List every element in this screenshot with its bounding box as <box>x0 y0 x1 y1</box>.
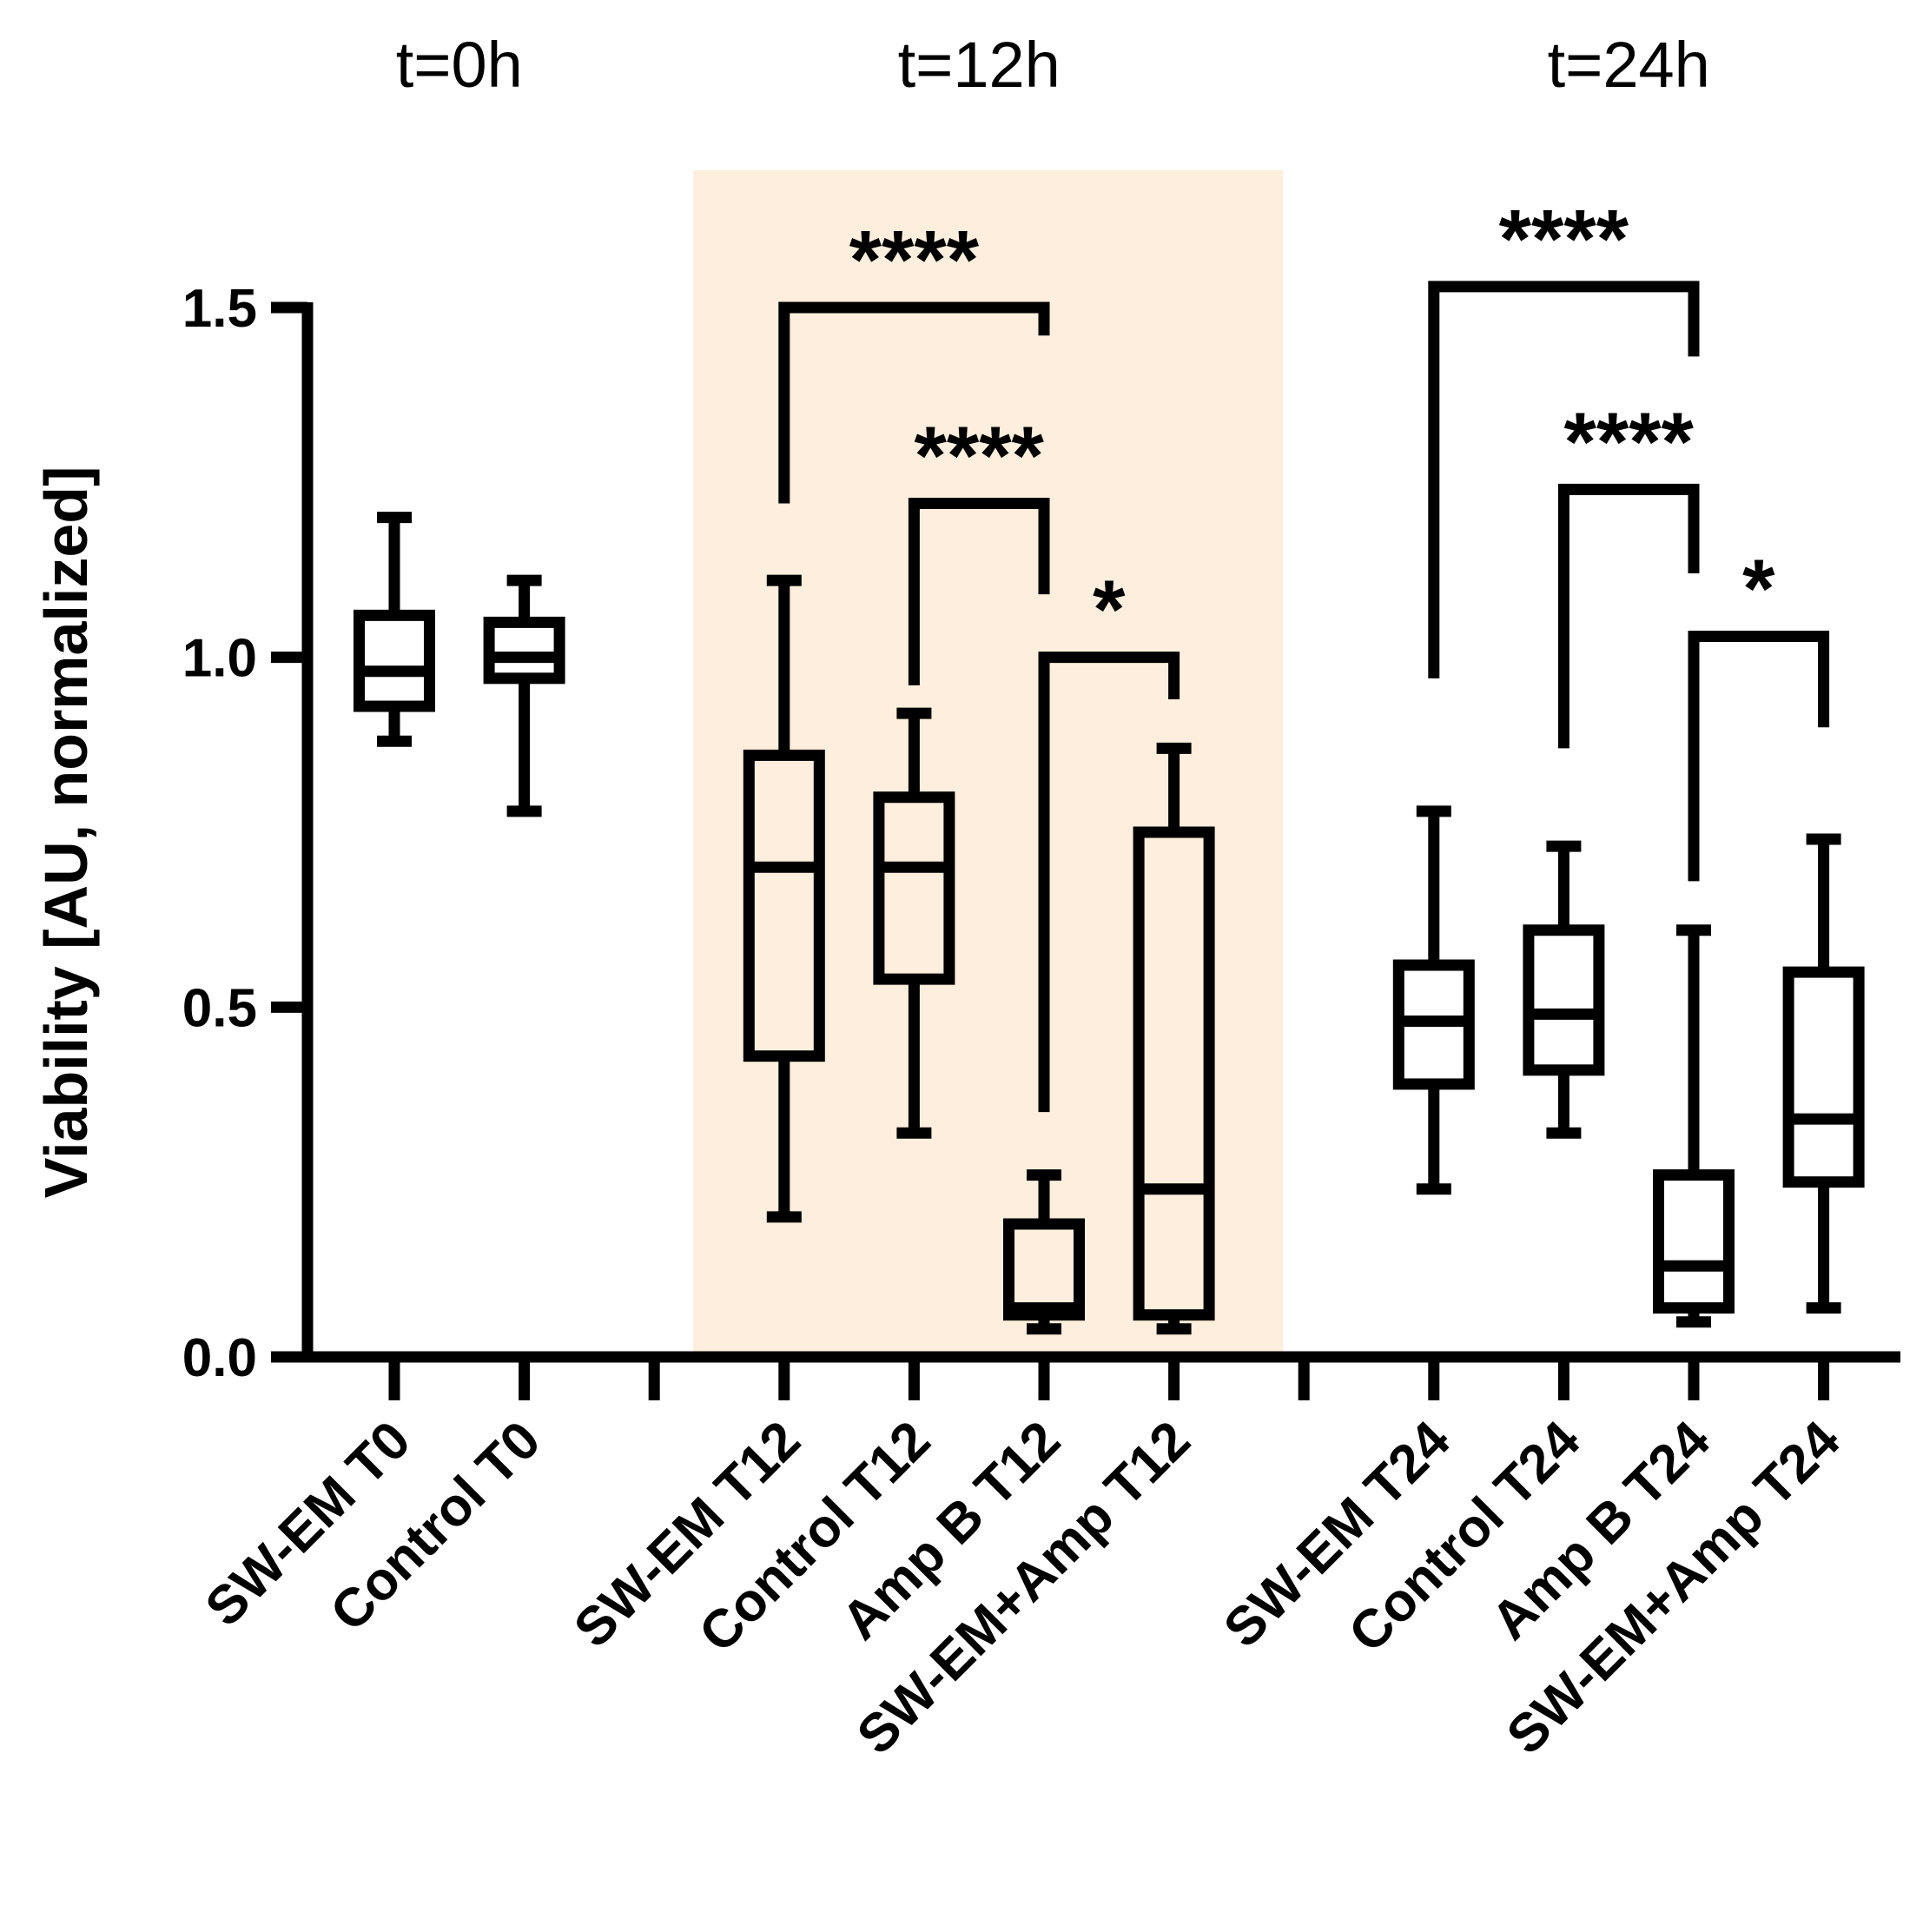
box-sw-em-amp-t12 <box>1133 742 1215 1335</box>
box-iqr <box>1133 826 1215 1321</box>
y-tick-label: 0.0 <box>182 1328 257 1388</box>
y-tick-label: 0.5 <box>182 978 257 1038</box>
box-iqr <box>873 791 955 985</box>
y-tick-label: 1.5 <box>182 279 257 339</box>
significance-bracket: * <box>1688 543 1830 882</box>
box-iqr <box>1523 924 1605 1076</box>
box-control-t0 <box>483 574 565 817</box>
significance-label: * <box>1742 543 1775 636</box>
box-iqr <box>743 749 825 1062</box>
y-axis-label: Viability [AU, normalized] <box>32 466 100 1199</box>
group-title: t=12h <box>898 29 1061 101</box>
box-sw-em-t24 <box>1392 805 1475 1195</box>
significance-label: **** <box>1563 395 1694 488</box>
bracket-line <box>1428 281 1700 678</box>
box-amp-b-t12 <box>1003 1169 1085 1335</box>
box-iqr <box>1653 1169 1735 1314</box>
box-iqr <box>354 609 435 712</box>
significance-bracket: **** <box>1428 193 1700 678</box>
box-amp-b-t24 <box>1653 924 1735 1328</box>
group-titles: t=0h t=12h t=24h <box>396 29 1710 101</box>
box-iqr <box>1782 966 1865 1188</box>
bracket-line <box>1557 483 1700 749</box>
significance-label: **** <box>849 214 980 307</box>
axes: Viability [AU, normalized] 0.0 0.5 1.0 1.5 <box>32 279 1900 1400</box>
significance-bracket: **** <box>1557 395 1700 749</box>
significance-bracket: **** <box>778 214 1050 504</box>
background-layer <box>693 170 1284 1357</box>
boxes <box>354 512 1865 1335</box>
significance-label: **** <box>1499 193 1629 286</box>
group-title: t=0h <box>396 29 523 101</box>
box-control-t12 <box>873 707 955 1139</box>
significance-bracket: **** <box>908 409 1050 685</box>
box-sw-em-t12 <box>743 574 825 1223</box>
y-tick-label: 1.0 <box>182 629 257 689</box>
significance-brackets: ****************** <box>778 193 1830 1113</box>
bracket-line <box>778 301 1050 504</box>
box-control-t24 <box>1523 840 1605 1139</box>
significance-label: **** <box>914 409 1044 502</box>
bracket-line <box>908 497 1050 685</box>
box-iqr <box>1003 1218 1085 1321</box>
box-iqr <box>483 616 565 685</box>
bracket-line <box>1688 631 1830 882</box>
box-sw-em-t0 <box>354 512 435 747</box>
group-title: t=24h <box>1548 29 1710 101</box>
bracket-line <box>1038 652 1180 1113</box>
significance-bracket: * <box>1038 564 1180 1113</box>
significance-label: * <box>1093 564 1126 657</box>
box-sw-em-amp-t24 <box>1782 833 1865 1314</box>
highlight-band-t=12h <box>693 170 1284 1357</box>
